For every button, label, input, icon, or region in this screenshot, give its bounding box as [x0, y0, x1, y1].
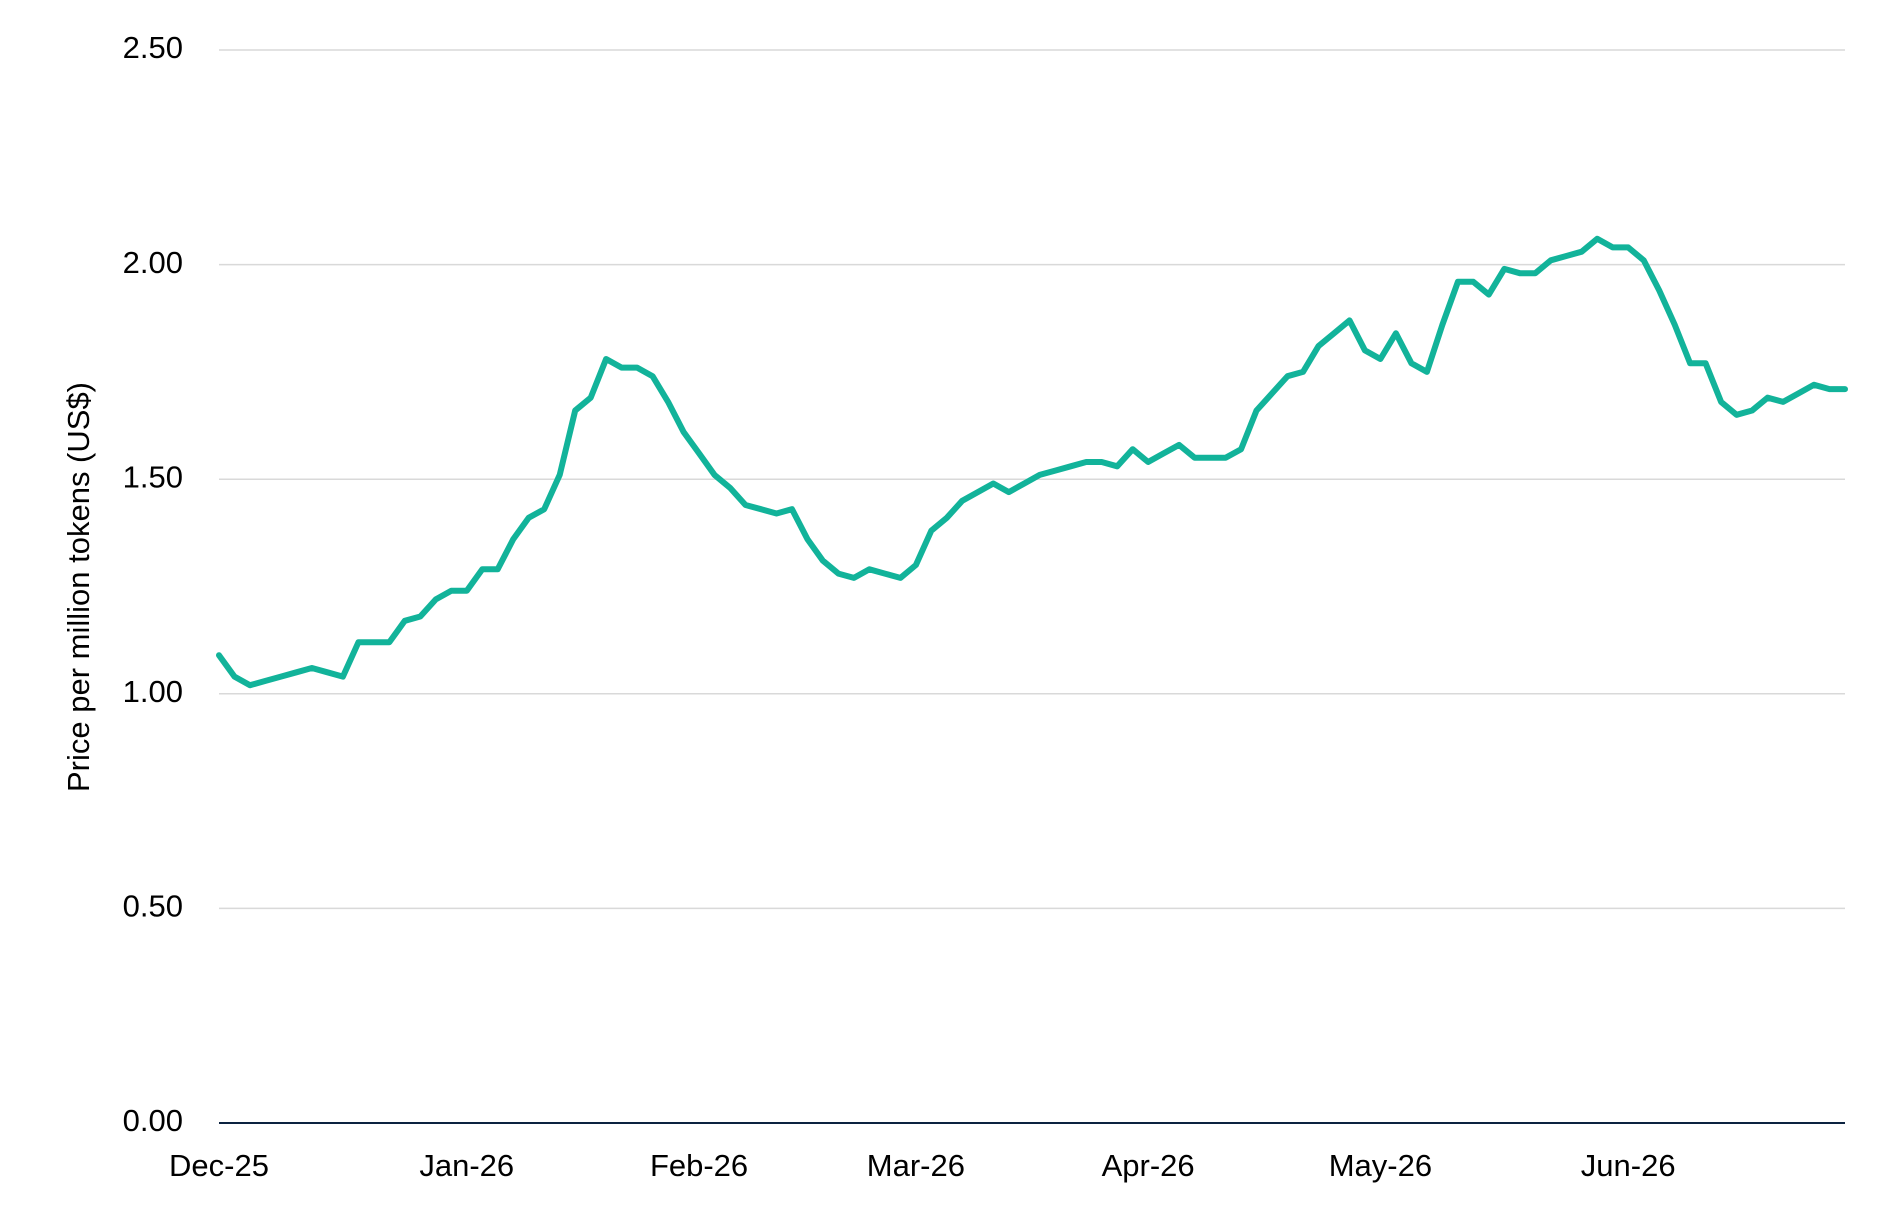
y-axis-title: Price per million tokens (US$) — [61, 382, 96, 792]
y-tick-label: 2.50 — [123, 30, 183, 65]
x-tick-label: Dec-25 — [169, 1148, 269, 1183]
y-tick-label: 1.00 — [123, 674, 183, 709]
y-tick-label: 0.00 — [123, 1103, 183, 1138]
x-tick-label: May-26 — [1329, 1148, 1432, 1183]
y-tick-label: 2.00 — [123, 245, 183, 280]
y-tick-label: 0.50 — [123, 889, 183, 924]
x-tick-label: Jun-26 — [1581, 1148, 1676, 1183]
y-tick-label: 1.50 — [123, 459, 183, 494]
x-tick-label: Apr-26 — [1102, 1148, 1195, 1183]
x-tick-label: Feb-26 — [650, 1148, 748, 1183]
price-line — [216, 235, 1848, 689]
x-tick-label: Jan-26 — [419, 1148, 514, 1183]
x-tick-label: Mar-26 — [867, 1148, 965, 1183]
